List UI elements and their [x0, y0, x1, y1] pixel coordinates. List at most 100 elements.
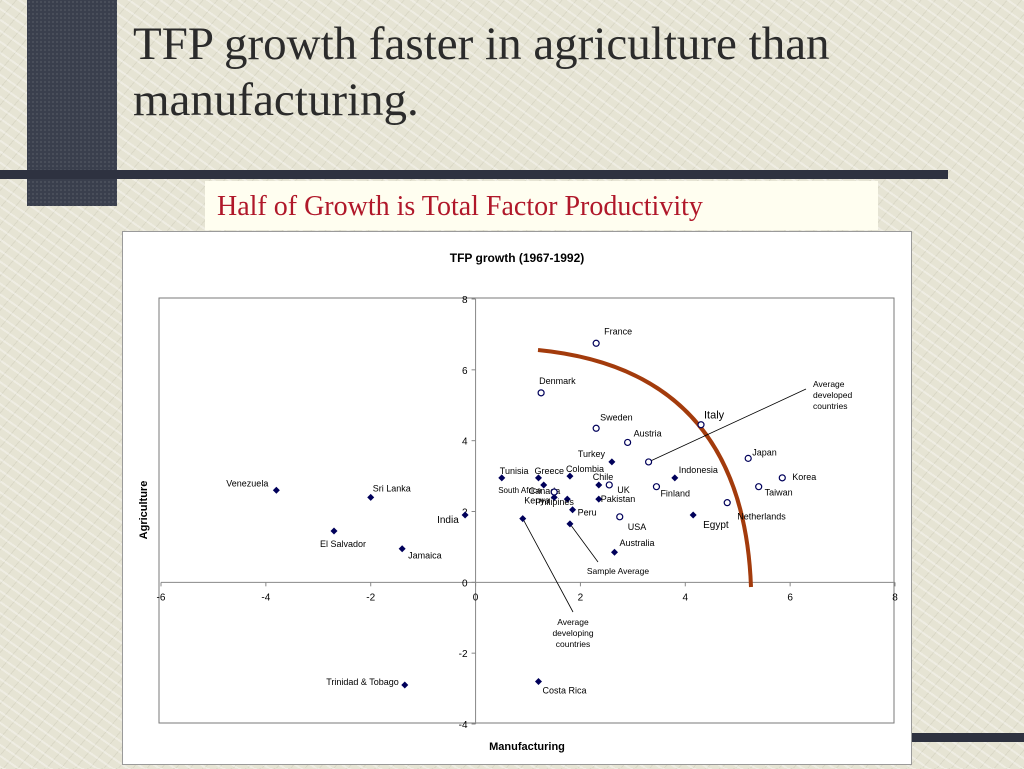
data-point: [330, 527, 338, 535]
data-point: [624, 438, 632, 447]
plot-area: [158, 297, 895, 724]
y-tick-label: -4: [459, 720, 468, 731]
data-point: [723, 499, 731, 507]
data-point: [605, 481, 613, 489]
data-point: [611, 548, 619, 556]
data-label: Colombia: [566, 464, 604, 474]
annotation-line: countries: [813, 401, 848, 411]
x-tick-label: 4: [683, 592, 689, 603]
data-label: Kenya: [524, 495, 550, 505]
data-point: [616, 513, 624, 521]
annotation-line: Sample Average: [587, 566, 649, 576]
data-label: Chile: [593, 472, 614, 482]
decorative-bottom-rule: [908, 733, 1024, 742]
data-label: Austria: [634, 428, 662, 438]
data-point: [644, 458, 653, 466]
data-label: Tunisia: [500, 466, 529, 476]
y-tick-label: -2: [459, 649, 468, 660]
data-point: [566, 520, 574, 528]
chart-frame: TFP growth (1967-1992) Manufacturing Agr…: [122, 231, 912, 765]
data-point: [537, 389, 545, 397]
data-label: Japan: [752, 447, 777, 457]
y-tick-label: 4: [462, 437, 468, 448]
data-point: [550, 493, 558, 501]
data-point: [652, 483, 661, 491]
x-tick-label: 6: [787, 592, 793, 603]
tfp-scatter-chart: TFP growth (1967-1992) Manufacturing Agr…: [138, 251, 898, 753]
data-label: Italy: [704, 410, 725, 422]
data-point: [778, 474, 786, 482]
data-point: [608, 458, 616, 466]
annotation-line: countries: [556, 639, 591, 649]
data-point: [744, 454, 752, 462]
x-tick-label: -6: [157, 592, 166, 603]
data-label: France: [604, 326, 632, 336]
x-tick-label: 8: [892, 592, 898, 603]
data-label: Philipines: [535, 497, 574, 507]
data-label: Egypt: [703, 520, 729, 531]
data-label: Finland: [660, 489, 690, 499]
data-label: Jamaica: [408, 551, 442, 561]
x-axis-label: Manufacturing: [489, 741, 565, 753]
y-tick-label: 6: [462, 366, 468, 377]
data-point: [566, 472, 574, 480]
x-tick-label: -2: [366, 592, 375, 603]
annotation-line: developed: [813, 390, 853, 400]
data-point: [592, 339, 600, 347]
data-label: Costa Rica: [542, 686, 586, 696]
data-label: Netherlands: [737, 512, 786, 522]
data-label: Venezuela: [226, 478, 268, 488]
data-point: [671, 474, 679, 482]
data-point: [595, 495, 603, 503]
data-label: Denmark: [539, 376, 576, 386]
data-label: Sri Lanka: [373, 483, 411, 493]
data-point: [595, 481, 603, 489]
annotation-leader-line: [522, 518, 574, 613]
slide-title: TFP growth faster in agriculture than ma…: [133, 18, 830, 126]
data-points: Venezuela Sri Lanka El Salvador Jamaica Indi…: [226, 326, 816, 695]
data-point: [697, 421, 705, 429]
annotation-label: Average developing countries: [552, 617, 593, 649]
annotation-leader-line: [648, 388, 807, 463]
decorative-title-rule: [0, 170, 948, 179]
annotation-label: Average developed countries: [813, 379, 853, 411]
data-point: [272, 486, 280, 494]
data-point: [755, 483, 763, 491]
data-point: [550, 488, 558, 496]
data-label: Trinidad & Tobago: [326, 677, 399, 687]
data-label: Indonesia: [679, 465, 718, 475]
y-tick-label: 8: [462, 295, 468, 306]
data-label: Korea: [792, 472, 816, 482]
annotation-leader-line: [569, 523, 599, 563]
data-point: [398, 545, 406, 553]
annotation-line: Average: [557, 617, 589, 627]
data-label: USA: [628, 522, 647, 532]
data-label: India: [437, 515, 459, 526]
data-label: Pakistan: [601, 494, 636, 504]
data-point: [592, 424, 600, 432]
x-tick-label: -4: [261, 592, 270, 603]
data-point: [534, 474, 542, 482]
x-tick-label: 0: [473, 592, 479, 603]
x-tick-label: 2: [578, 592, 584, 603]
annotation-line: developing: [552, 628, 593, 638]
dividing-arc: [537, 348, 753, 588]
data-label: Peru: [578, 508, 597, 518]
data-point: [367, 493, 375, 501]
y-axis-label: Agriculture: [138, 481, 150, 540]
data-label: Taiwan: [765, 488, 793, 498]
y-tick-label: 0: [462, 578, 468, 589]
data-label: Greece: [534, 466, 564, 476]
data-point: [569, 506, 577, 514]
data-point: [519, 515, 527, 523]
data-label: South Africa: [498, 486, 542, 495]
data-label: Canada: [529, 486, 561, 496]
data-label: Australia: [620, 538, 655, 548]
annotation-line: Average: [813, 379, 845, 389]
data-label: Sweden: [600, 412, 633, 422]
data-point: [534, 678, 542, 685]
data-point: [401, 681, 409, 689]
chart-title: TFP growth (1967-1992): [450, 251, 584, 265]
data-point: [498, 474, 506, 482]
